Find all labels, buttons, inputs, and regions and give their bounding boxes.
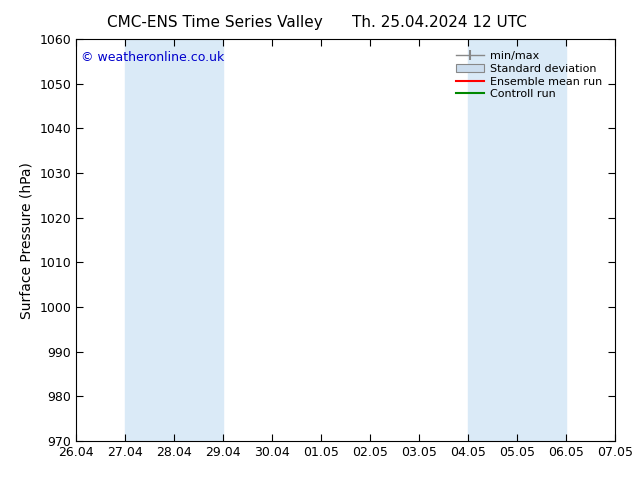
Bar [468, 39, 566, 441]
Y-axis label: Surface Pressure (hPa): Surface Pressure (hPa) [20, 162, 34, 318]
Text: CMC-ENS Time Series Valley      Th. 25.04.2024 12 UTC: CMC-ENS Time Series Valley Th. 25.04.202… [107, 15, 527, 30]
Bar [125, 39, 223, 441]
Text: © weatheronline.co.uk: © weatheronline.co.uk [81, 51, 224, 64]
Legend: min/max, Standard deviation, Ensemble mean run, Controll run: min/max, Standard deviation, Ensemble me… [452, 47, 606, 104]
